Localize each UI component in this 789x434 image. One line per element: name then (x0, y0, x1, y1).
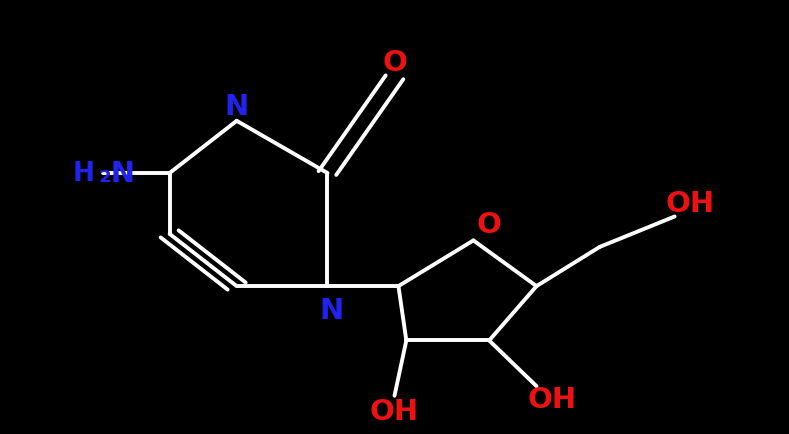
Text: OH: OH (666, 190, 715, 218)
Text: N: N (225, 92, 249, 120)
Text: H: H (73, 161, 95, 187)
Text: OH: OH (370, 397, 419, 425)
Text: N: N (320, 296, 343, 324)
Text: O: O (382, 49, 407, 77)
Text: O: O (477, 210, 502, 238)
Text: OH: OH (528, 385, 577, 413)
Text: ₂N: ₂N (99, 160, 136, 187)
